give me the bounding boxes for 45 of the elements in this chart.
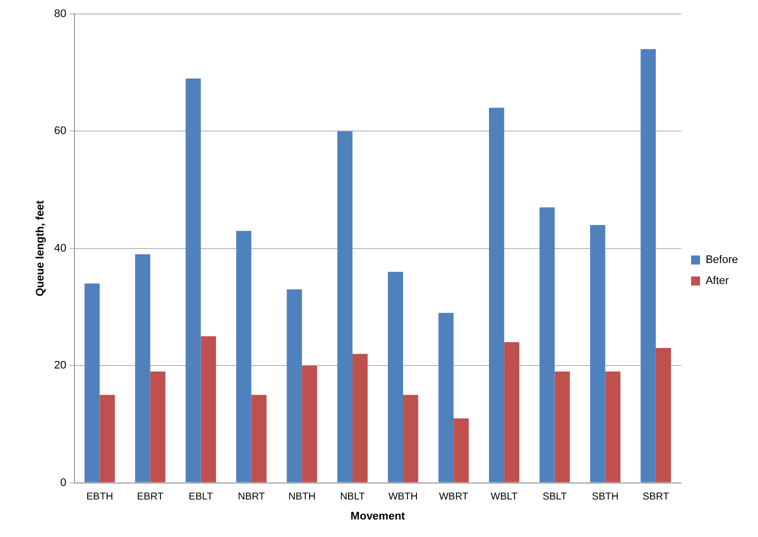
x-tick-label: SBTH — [592, 492, 619, 503]
bar — [135, 254, 150, 482]
bar — [656, 348, 671, 482]
legend-label: After — [706, 275, 730, 288]
bar — [590, 224, 606, 482]
y-tick-label: 60 — [54, 125, 66, 138]
x-tick-label: SBLT — [542, 492, 567, 503]
bar — [554, 371, 570, 482]
x-tick-label: NBLT — [340, 492, 365, 503]
x-tick-label: SBRT — [642, 492, 670, 503]
x-tick-label: WBTH — [388, 492, 418, 503]
bar — [251, 394, 267, 482]
bar — [302, 366, 318, 482]
y-axis-title: Queue length, feet — [34, 200, 47, 296]
y-tick-label: 80 — [54, 8, 66, 20]
bar — [200, 336, 216, 482]
bar — [605, 371, 620, 482]
x-tick-label: WBRT — [438, 492, 468, 503]
bar — [352, 354, 368, 482]
y-tick-label: 0 — [60, 476, 66, 489]
bar — [540, 207, 555, 482]
bar — [100, 394, 115, 482]
x-tick-label: EBLT — [188, 492, 213, 503]
bar — [150, 371, 166, 482]
bar — [236, 230, 252, 482]
bar — [186, 78, 201, 482]
bar — [403, 394, 418, 482]
bar — [504, 342, 520, 482]
bar — [438, 312, 454, 482]
y-tick-label: 40 — [54, 242, 66, 254]
bar — [337, 131, 352, 482]
x-tick-label: EBRT — [137, 492, 164, 503]
bar — [286, 289, 302, 482]
x-tick-label: NBRT — [238, 492, 265, 503]
bar — [388, 272, 404, 482]
x-axis-title: Movement — [350, 510, 406, 522]
bar — [488, 108, 504, 482]
y-tick-label: 20 — [54, 360, 66, 372]
bar — [454, 418, 469, 482]
legend-label: Before — [706, 254, 738, 266]
x-tick-label: WBLT — [490, 492, 518, 503]
x-tick-label: NBTH — [288, 492, 316, 503]
x-tick-label: EBTH — [86, 492, 114, 503]
bar — [84, 284, 100, 482]
bar — [640, 49, 656, 482]
